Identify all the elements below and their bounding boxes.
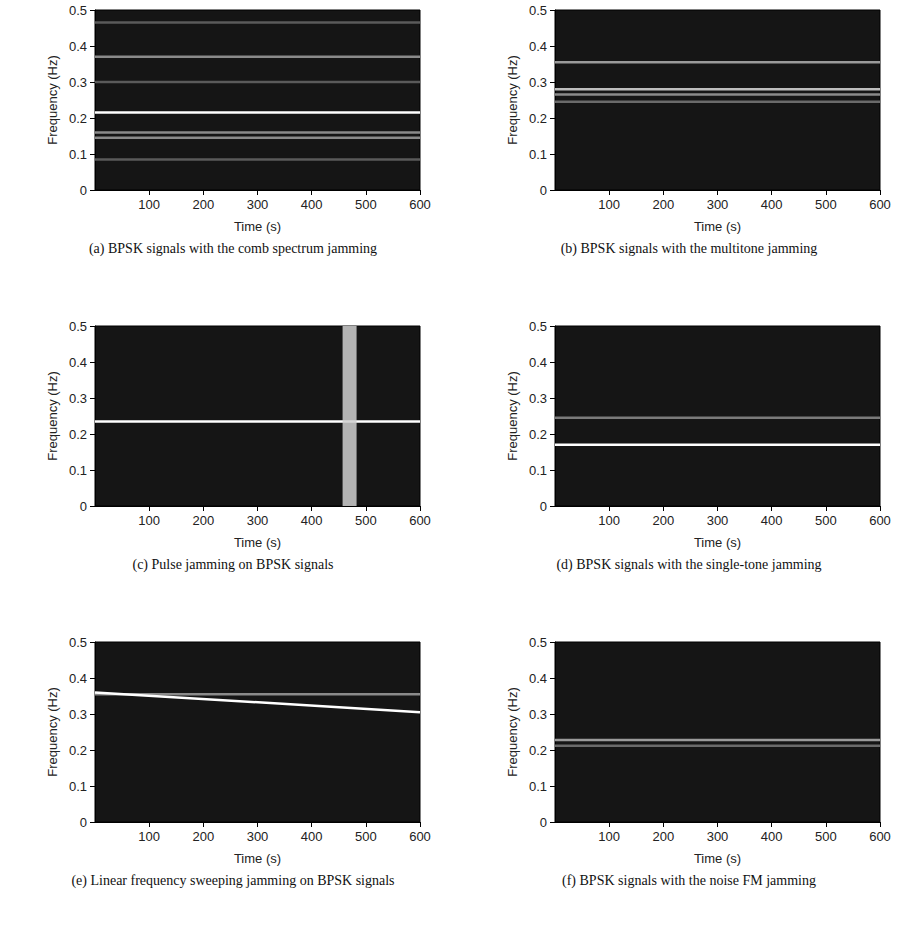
svg-text:0.4: 0.4 [529,355,547,370]
svg-text:Frequency (Hz): Frequency (Hz) [505,55,520,145]
svg-text:100: 100 [138,197,160,212]
svg-text:400: 400 [761,513,783,528]
svg-text:400: 400 [301,829,323,844]
svg-text:600: 600 [869,197,891,212]
svg-text:0.2: 0.2 [69,427,87,442]
svg-text:Time (s): Time (s) [234,219,281,234]
svg-text:0: 0 [540,815,547,830]
svg-text:0.5: 0.5 [69,3,87,18]
svg-text:400: 400 [761,829,783,844]
svg-text:Time (s): Time (s) [234,851,281,866]
svg-text:600: 600 [409,829,431,844]
svg-text:0.3: 0.3 [529,391,547,406]
svg-text:0: 0 [80,815,87,830]
svg-text:100: 100 [138,829,160,844]
svg-text:0.4: 0.4 [69,671,87,686]
svg-text:600: 600 [869,829,891,844]
svg-text:0.5: 0.5 [529,3,547,18]
svg-text:0.2: 0.2 [69,743,87,758]
svg-text:(e) Linear frequency sweeping: (e) Linear frequency sweeping jamming on… [71,873,394,889]
svg-text:0.5: 0.5 [529,319,547,334]
svg-text:200: 200 [192,829,214,844]
svg-text:(d) BPSK signals with the sing: (d) BPSK signals with the single-tone ja… [556,557,821,573]
svg-text:(f) BPSK signals with the nois: (f) BPSK signals with the noise FM jammi… [562,873,816,889]
svg-text:300: 300 [707,197,729,212]
svg-text:400: 400 [301,197,323,212]
svg-text:400: 400 [761,197,783,212]
svg-text:500: 500 [815,513,837,528]
svg-text:100: 100 [598,829,620,844]
svg-text:100: 100 [598,197,620,212]
svg-text:0.3: 0.3 [69,707,87,722]
svg-text:200: 200 [192,197,214,212]
svg-text:0.2: 0.2 [69,111,87,126]
svg-text:0.3: 0.3 [529,707,547,722]
svg-text:200: 200 [652,513,674,528]
svg-text:200: 200 [652,829,674,844]
svg-text:0.1: 0.1 [529,147,547,162]
svg-text:500: 500 [815,829,837,844]
svg-text:Frequency (Hz): Frequency (Hz) [505,687,520,777]
svg-text:400: 400 [301,513,323,528]
svg-text:Time (s): Time (s) [234,535,281,550]
svg-text:0.3: 0.3 [529,75,547,90]
svg-text:0.1: 0.1 [529,779,547,794]
svg-text:100: 100 [138,513,160,528]
svg-text:0.1: 0.1 [529,463,547,478]
svg-text:0.1: 0.1 [69,147,87,162]
svg-text:0: 0 [80,183,87,198]
svg-text:0.4: 0.4 [69,355,87,370]
svg-text:600: 600 [409,513,431,528]
svg-text:500: 500 [815,197,837,212]
svg-text:Time (s): Time (s) [694,535,741,550]
svg-text:500: 500 [355,197,377,212]
svg-text:(c) Pulse jamming on BPSK sign: (c) Pulse jamming on BPSK signals [132,557,333,573]
svg-text:300: 300 [247,513,269,528]
svg-text:200: 200 [192,513,214,528]
svg-text:Frequency (Hz): Frequency (Hz) [45,371,60,461]
svg-text:0.5: 0.5 [69,319,87,334]
svg-text:Time (s): Time (s) [694,219,741,234]
svg-text:Frequency (Hz): Frequency (Hz) [505,371,520,461]
svg-text:0.1: 0.1 [69,463,87,478]
svg-text:600: 600 [869,513,891,528]
svg-text:200: 200 [652,197,674,212]
svg-text:0.2: 0.2 [529,743,547,758]
svg-text:0.4: 0.4 [529,39,547,54]
svg-text:0.1: 0.1 [69,779,87,794]
svg-text:0: 0 [540,499,547,514]
svg-text:500: 500 [355,513,377,528]
svg-text:300: 300 [707,513,729,528]
svg-text:Time (s): Time (s) [694,851,741,866]
svg-text:300: 300 [247,829,269,844]
svg-text:300: 300 [707,829,729,844]
svg-text:Frequency (Hz): Frequency (Hz) [45,687,60,777]
svg-text:0.4: 0.4 [529,671,547,686]
svg-text:Frequency (Hz): Frequency (Hz) [45,55,60,145]
svg-text:600: 600 [409,197,431,212]
svg-text:(b) BPSK signals with the mult: (b) BPSK signals with the multitone jamm… [561,241,818,257]
svg-text:500: 500 [355,829,377,844]
svg-text:0: 0 [80,499,87,514]
svg-text:0.4: 0.4 [69,39,87,54]
svg-text:0.3: 0.3 [69,75,87,90]
svg-text:(a) BPSK signals with the comb: (a) BPSK signals with the comb spectrum … [89,241,377,257]
svg-text:0.3: 0.3 [69,391,87,406]
svg-text:0.2: 0.2 [529,111,547,126]
svg-text:300: 300 [247,197,269,212]
svg-text:100: 100 [598,513,620,528]
svg-text:0: 0 [540,183,547,198]
svg-text:0.5: 0.5 [529,635,547,650]
svg-text:0.2: 0.2 [529,427,547,442]
svg-text:0.5: 0.5 [69,635,87,650]
